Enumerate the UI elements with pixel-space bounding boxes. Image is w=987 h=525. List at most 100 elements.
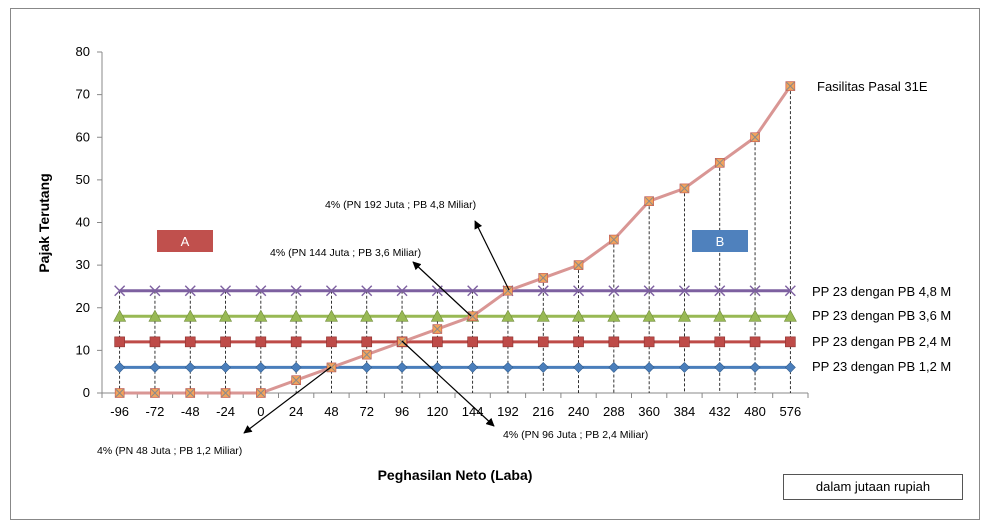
series-1-point xyxy=(255,336,267,348)
series-0-point xyxy=(467,362,479,373)
x-marker-stroke xyxy=(749,285,761,297)
series-1-point xyxy=(749,336,761,348)
series-2-point xyxy=(713,309,727,322)
series-1-point xyxy=(326,336,337,348)
series-3-point xyxy=(537,285,549,297)
series-4-point-stroke xyxy=(574,260,583,270)
unit-note: dalam jutaan rupiah xyxy=(783,474,963,500)
series-2-point xyxy=(607,309,621,322)
y-tick-label: 50 xyxy=(76,172,90,187)
y-tick-label: 20 xyxy=(76,300,90,315)
series-0-point xyxy=(573,362,584,373)
series-2-point xyxy=(572,309,586,322)
series-2-point xyxy=(324,309,338,322)
series-4-point-stroke xyxy=(291,375,301,385)
region-box xyxy=(157,230,213,252)
x-marker-stroke xyxy=(467,285,479,297)
x-tick-label: -96 xyxy=(110,404,129,419)
x-marker-stroke xyxy=(537,285,549,297)
annotation-label: 4% (PN 96 Juta ; PB 2,4 Miliar) xyxy=(503,429,648,441)
series-4-point-stroke xyxy=(785,81,795,91)
series-line-4 xyxy=(119,85,792,395)
series-1-point xyxy=(184,336,196,348)
series-2-point xyxy=(501,309,515,322)
series-label: PP 23 dengan PB 3,6 M xyxy=(812,308,951,323)
y-tick-label: 40 xyxy=(76,215,90,230)
series-0-point xyxy=(608,362,620,373)
x-tick-label: 360 xyxy=(638,404,660,419)
series-4-point-stroke xyxy=(750,132,760,142)
series-2-point xyxy=(783,309,797,322)
series-label: Fasilitas Pasal 31E xyxy=(817,79,928,94)
series-4-point-stroke xyxy=(150,388,160,398)
series-0-point xyxy=(290,362,302,373)
series-1-point xyxy=(432,336,443,348)
series-0-point xyxy=(184,362,196,373)
series-4-point-stroke xyxy=(468,311,478,321)
series-2-point xyxy=(677,309,691,322)
series-2-point xyxy=(642,309,656,322)
x-tick-label: 216 xyxy=(532,404,554,419)
x-marker-stroke xyxy=(184,285,196,297)
x-tick-label: 384 xyxy=(674,404,696,419)
series-4-point-stroke xyxy=(503,286,513,296)
annotation-arrow xyxy=(412,261,472,317)
series-3-point xyxy=(114,285,126,297)
series-1-point xyxy=(114,336,125,348)
x-tick-label: 288 xyxy=(603,404,625,419)
series-2-point xyxy=(254,309,268,322)
series-1-point xyxy=(537,336,549,348)
series-2-point xyxy=(289,309,303,322)
x-tick-label: 120 xyxy=(426,404,448,419)
series-2-point xyxy=(430,309,444,322)
series-3-point xyxy=(361,285,373,297)
series-2-point xyxy=(183,309,197,322)
series-3-point xyxy=(467,285,479,297)
series-0-point xyxy=(361,362,373,373)
series-4-point-stroke xyxy=(680,184,689,193)
series-0-point xyxy=(114,362,126,373)
series-0-point xyxy=(537,362,549,373)
y-tick-label: 60 xyxy=(76,129,90,144)
series-label: PP 23 dengan PB 2,4 M xyxy=(812,334,951,349)
annotation-label: 4% (PN 192 Juta ; PB 4,8 Miliar) xyxy=(325,199,476,211)
series-2-point xyxy=(748,309,762,322)
x-marker-stroke xyxy=(325,285,337,297)
series-4-point-stroke xyxy=(221,388,230,398)
series-4-point-stroke xyxy=(644,196,654,206)
series-3-point xyxy=(290,285,302,297)
series-1-point xyxy=(361,336,373,348)
x-marker-stroke xyxy=(573,285,585,297)
series-1-point xyxy=(290,336,302,348)
x-marker-stroke xyxy=(714,285,726,297)
series-0-point xyxy=(255,362,267,373)
y-tick-label: 80 xyxy=(76,44,90,59)
series-3-point xyxy=(749,285,761,297)
series-3-point xyxy=(325,285,337,297)
series-4-point-stroke xyxy=(185,388,195,398)
x-tick-label: 240 xyxy=(568,404,590,419)
series-3-point xyxy=(220,285,232,297)
series-0-point xyxy=(679,362,690,373)
series-1-point xyxy=(502,336,514,348)
series-3-point xyxy=(784,285,796,297)
series-1-point xyxy=(220,336,231,348)
x-marker-stroke xyxy=(290,285,302,297)
series-0-point xyxy=(749,362,761,373)
annotation-label: 4% (PN 144 Juta ; PB 3,6 Miliar) xyxy=(270,247,421,259)
series-3-point xyxy=(255,285,267,297)
series-3-point xyxy=(643,285,655,297)
y-tick-label: 30 xyxy=(76,257,90,272)
y-tick-label: 10 xyxy=(76,342,90,357)
region-label: B xyxy=(716,234,725,249)
x-tick-label: 432 xyxy=(709,404,731,419)
series-label: PP 23 dengan PB 1,2 M xyxy=(812,359,951,374)
series-2-point xyxy=(360,309,374,322)
x-marker-stroke xyxy=(114,285,126,297)
series-0-point xyxy=(431,362,443,373)
series-2-point xyxy=(395,309,409,322)
y-tick-label: 70 xyxy=(76,87,90,102)
series-0-point xyxy=(643,362,655,373)
x-tick-label: 48 xyxy=(324,404,338,419)
